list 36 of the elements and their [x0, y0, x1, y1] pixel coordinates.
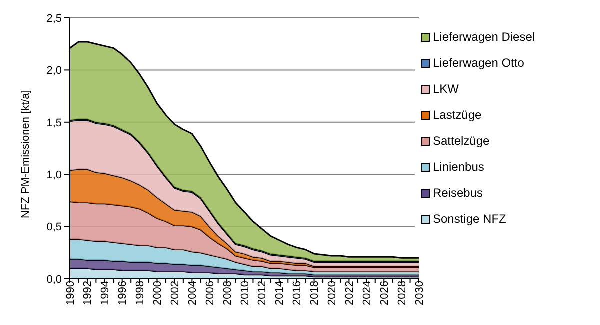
x-tick-label: 2010 [239, 281, 252, 306]
x-tick-label: 1994 [100, 281, 112, 306]
x-tick-label: 1998 [134, 281, 147, 306]
legend-label: Reisebus [433, 186, 484, 200]
x-tick-label: 1992 [82, 281, 94, 306]
x-tick-label: 1996 [117, 281, 130, 306]
y-tick-label: 0,5 [46, 222, 62, 234]
x-tick-label: 2002 [170, 281, 182, 306]
x-tick-label: 2012 [256, 281, 269, 306]
x-tick-label: 2004 [186, 281, 199, 306]
legend-label: LKW [433, 82, 460, 96]
x-tick-label: 2000 [152, 281, 164, 306]
x-tick-label: 2028 [396, 281, 408, 306]
legend-label: Linienbus [433, 160, 484, 174]
legend-label: Sonstige NFZ [433, 212, 506, 226]
x-tick-label: 2022 [344, 281, 356, 306]
x-tick-label: 2014 [274, 281, 286, 306]
y-tick-label: 1,5 [46, 117, 62, 130]
x-tick-label: 2026 [378, 281, 391, 306]
y-axis-title: NFZ PM-Emissionen [kt/a] [20, 90, 32, 218]
x-tick-label: 2030 [414, 281, 426, 306]
legend-label: Lieferwagen Diesel [433, 30, 536, 44]
legend-label: Lieferwagen Otto [433, 56, 524, 70]
x-tick-label: 2006 [204, 281, 216, 306]
x-tick-label: 2018 [309, 281, 322, 306]
y-tick-label: 2,5 [46, 12, 62, 25]
x-tick-label: 2024 [361, 281, 374, 306]
y-tick-label: 1,0 [46, 170, 62, 182]
x-tick-label: 2016 [292, 281, 304, 306]
x-tick-label: 1990 [64, 281, 77, 306]
x-tick-label: 2008 [222, 281, 234, 306]
legend-label: Lastzüge [433, 108, 482, 122]
legend-label: Sattelzüge [433, 134, 490, 148]
x-tick-label: 2020 [326, 281, 339, 306]
y-tick-label: 2,0 [46, 65, 62, 78]
y-tick-label: 0,0 [46, 274, 62, 286]
